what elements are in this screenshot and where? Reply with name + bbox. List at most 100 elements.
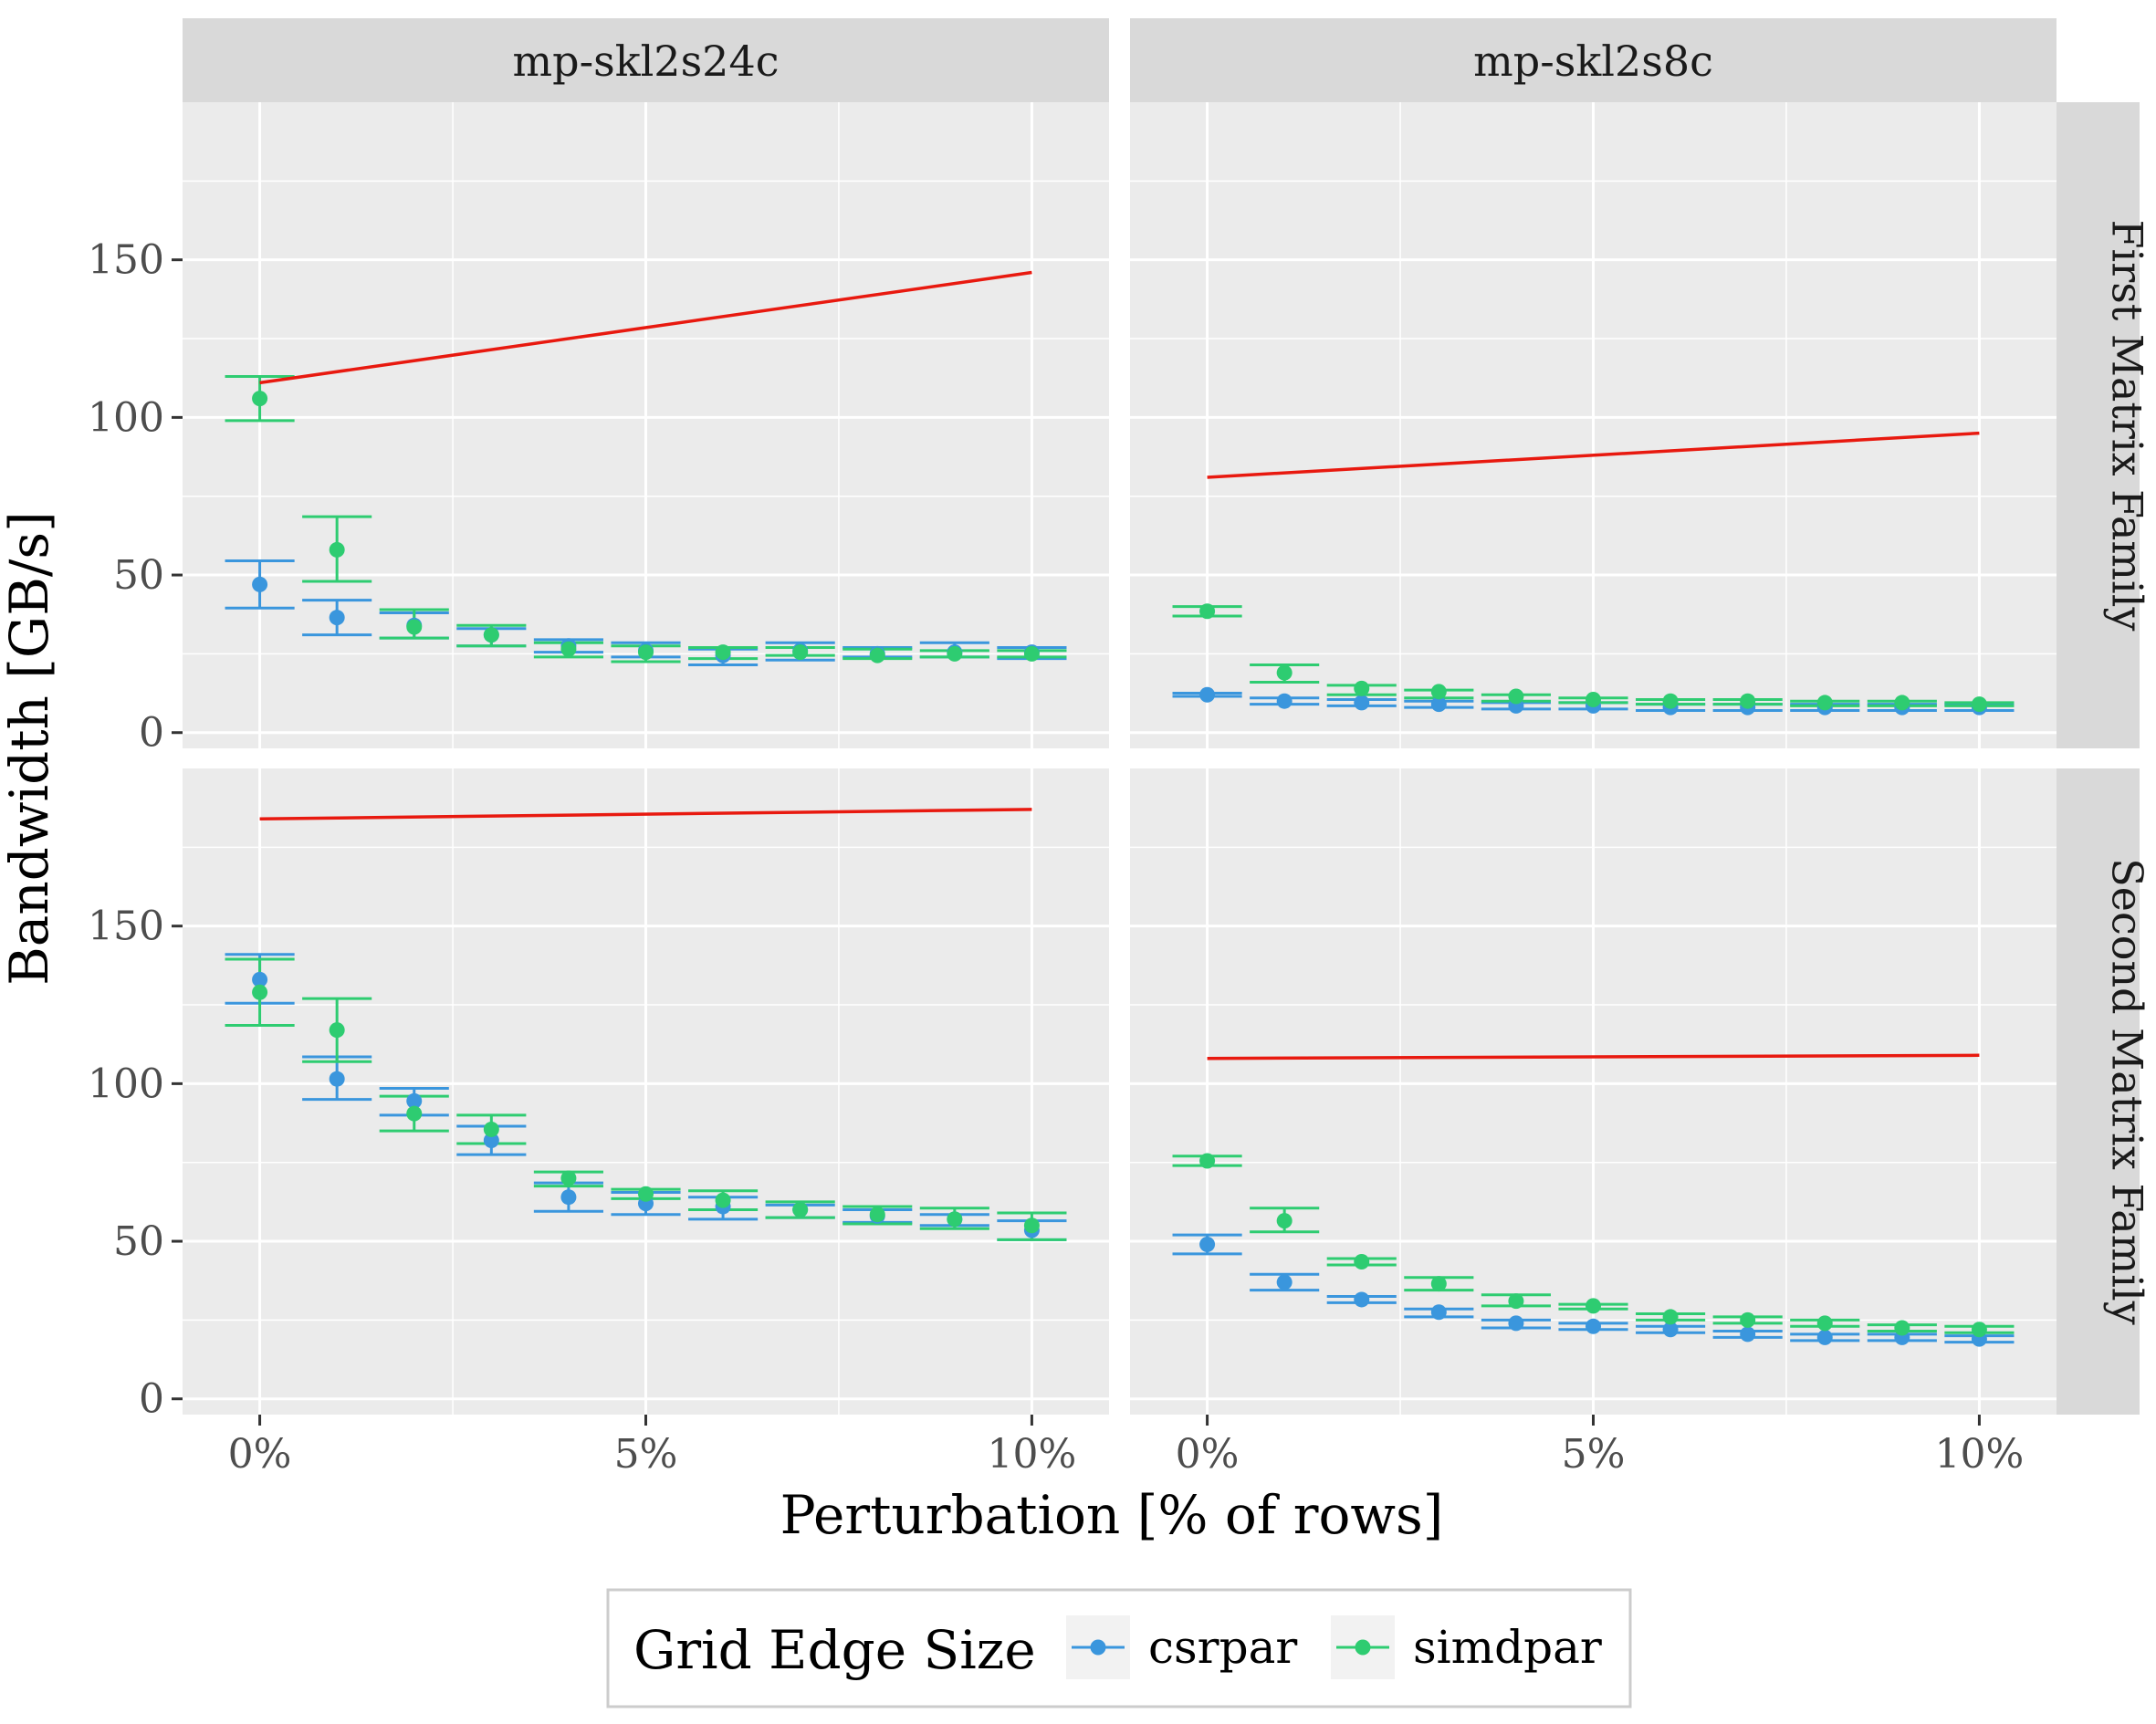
strip-layer: mp-skl2s24c mp-skl2s8c First Matrix Family… [183,18,2152,1415]
panel-0-1 [1130,102,2057,748]
simdpar-point [1354,1253,1370,1269]
y-tick-label: 150 [88,237,164,284]
y-axis-title: Bandwidth [GB/s] [0,511,60,986]
panel-1-1 [1130,768,2057,1415]
csrpar-point [252,971,268,987]
simdpar-point [1816,1315,1833,1332]
simdpar-point [1023,645,1040,662]
peak-bandwidth-line [259,270,1032,385]
simdpar-point [1276,1213,1293,1229]
y-tick-label: 100 [88,1061,164,1107]
simdpar-point [869,647,885,663]
y-tick-label: 100 [88,394,164,441]
csrpar-point [1199,1237,1216,1253]
simdpar-point [638,1186,654,1202]
simdpar-point [792,1202,809,1218]
legend-title: Grid Edge Size [633,1619,1036,1681]
simdpar-point [715,1192,731,1208]
simdpar-point [329,1022,345,1039]
peak-bandwidth-line [1207,431,1980,479]
simdpar-point [869,1207,885,1223]
axis-layer: 0 50 100 150 0 50 100 150 0% 5% 10% 0% 5% 10% [88,237,2024,1478]
csrpar-point [1354,695,1370,711]
simdpar-point [1740,1311,1756,1328]
csrpar-point [560,1189,577,1206]
simdpar-point [715,644,731,661]
simdpar-point [406,619,423,635]
panel-layer [183,102,2057,1415]
panel-0-0 [183,102,1109,748]
simdpar-point [638,644,654,661]
csrpar-point [252,576,268,592]
simdpar-point [1430,684,1447,700]
column-strip-label: mp-skl2s8c [1473,37,1713,86]
simdpar-point [1430,1276,1447,1292]
simdpar-point [947,645,963,662]
strip-background [2057,768,2140,1415]
legend-label-csrpar: csrpar [1148,1621,1297,1674]
strip-background [1130,18,2057,102]
peak-bandwidth-line [259,808,1032,821]
y-tick-label: 0 [139,1376,164,1423]
x-tick-label: 5% [614,1431,678,1478]
csrpar-point [1199,686,1216,703]
legend: Grid Edge Size csrpar simdpar [606,1588,1632,1708]
x-tick-label: 0% [228,1431,292,1478]
simdpar-point [1199,1153,1216,1169]
x-tick-label: 10% [1935,1431,2025,1478]
x-tick-label: 5% [1562,1431,1626,1478]
simdpar-point [1816,695,1833,711]
y-tick-label: 50 [113,1218,164,1265]
simdpar-point [1894,1320,1910,1336]
simdpar-point [1662,693,1679,709]
simdpar-point [1894,695,1910,711]
simdpar-point [560,641,577,657]
csrpar-point [1430,696,1447,713]
simdpar-point [1662,1309,1679,1325]
csrpar-point [1586,1318,1601,1334]
simdpar-point [1971,1322,1987,1338]
x-axis-title: Perturbation [% of rows] [780,1484,1444,1546]
simdpar-point [252,984,268,1000]
simdpar-point [1023,1217,1040,1234]
strip-background [2057,102,2140,748]
simdpar-point [792,644,809,661]
legend-label-simdpar: simdpar [1413,1621,1602,1674]
csrpar-point [1276,1274,1293,1290]
row-strip-label: Second Matrix Family [2103,858,2152,1324]
x-tick-label: 0% [1176,1431,1240,1478]
row-strip-label: First Matrix Family [2103,220,2152,632]
panel-data-0-1 [1172,431,2015,716]
simdpar-point [1586,1298,1601,1314]
peak-bandwidth-line [1207,1053,1980,1061]
legend-key-point [1090,1639,1106,1656]
simdpar-point [947,1211,963,1228]
panel-data-1-0 [225,808,1067,1241]
x-tick-label: 10% [988,1431,1077,1478]
y-tick-label: 50 [113,552,164,599]
simdpar-point [1354,680,1370,696]
panel-1-0 [183,768,1109,1415]
simdpar-point [1740,693,1756,709]
simdpar-point [1508,1293,1524,1310]
simdpar-point [483,1121,499,1137]
simdpar-point [252,391,268,407]
simdpar-point [1971,696,1987,713]
panel-data-1-1 [1172,1053,2015,1347]
csrpar-point [1740,1326,1756,1343]
simdpar-point [560,1170,577,1186]
simdpar-point [329,541,345,558]
simdpar-point [1508,688,1524,705]
csrpar-point [1662,1322,1679,1338]
csrpar-point [329,1071,345,1087]
column-strip-label: mp-skl2s24c [513,37,780,86]
simdpar-point [1199,603,1216,620]
csrpar-point [329,610,345,626]
csrpar-point [483,1133,499,1149]
y-tick-label: 0 [139,710,164,757]
csrpar-point [1508,1315,1524,1332]
simdpar-point [1276,664,1293,681]
legend-key-point [1355,1639,1371,1656]
csrpar-point [1816,1329,1833,1345]
